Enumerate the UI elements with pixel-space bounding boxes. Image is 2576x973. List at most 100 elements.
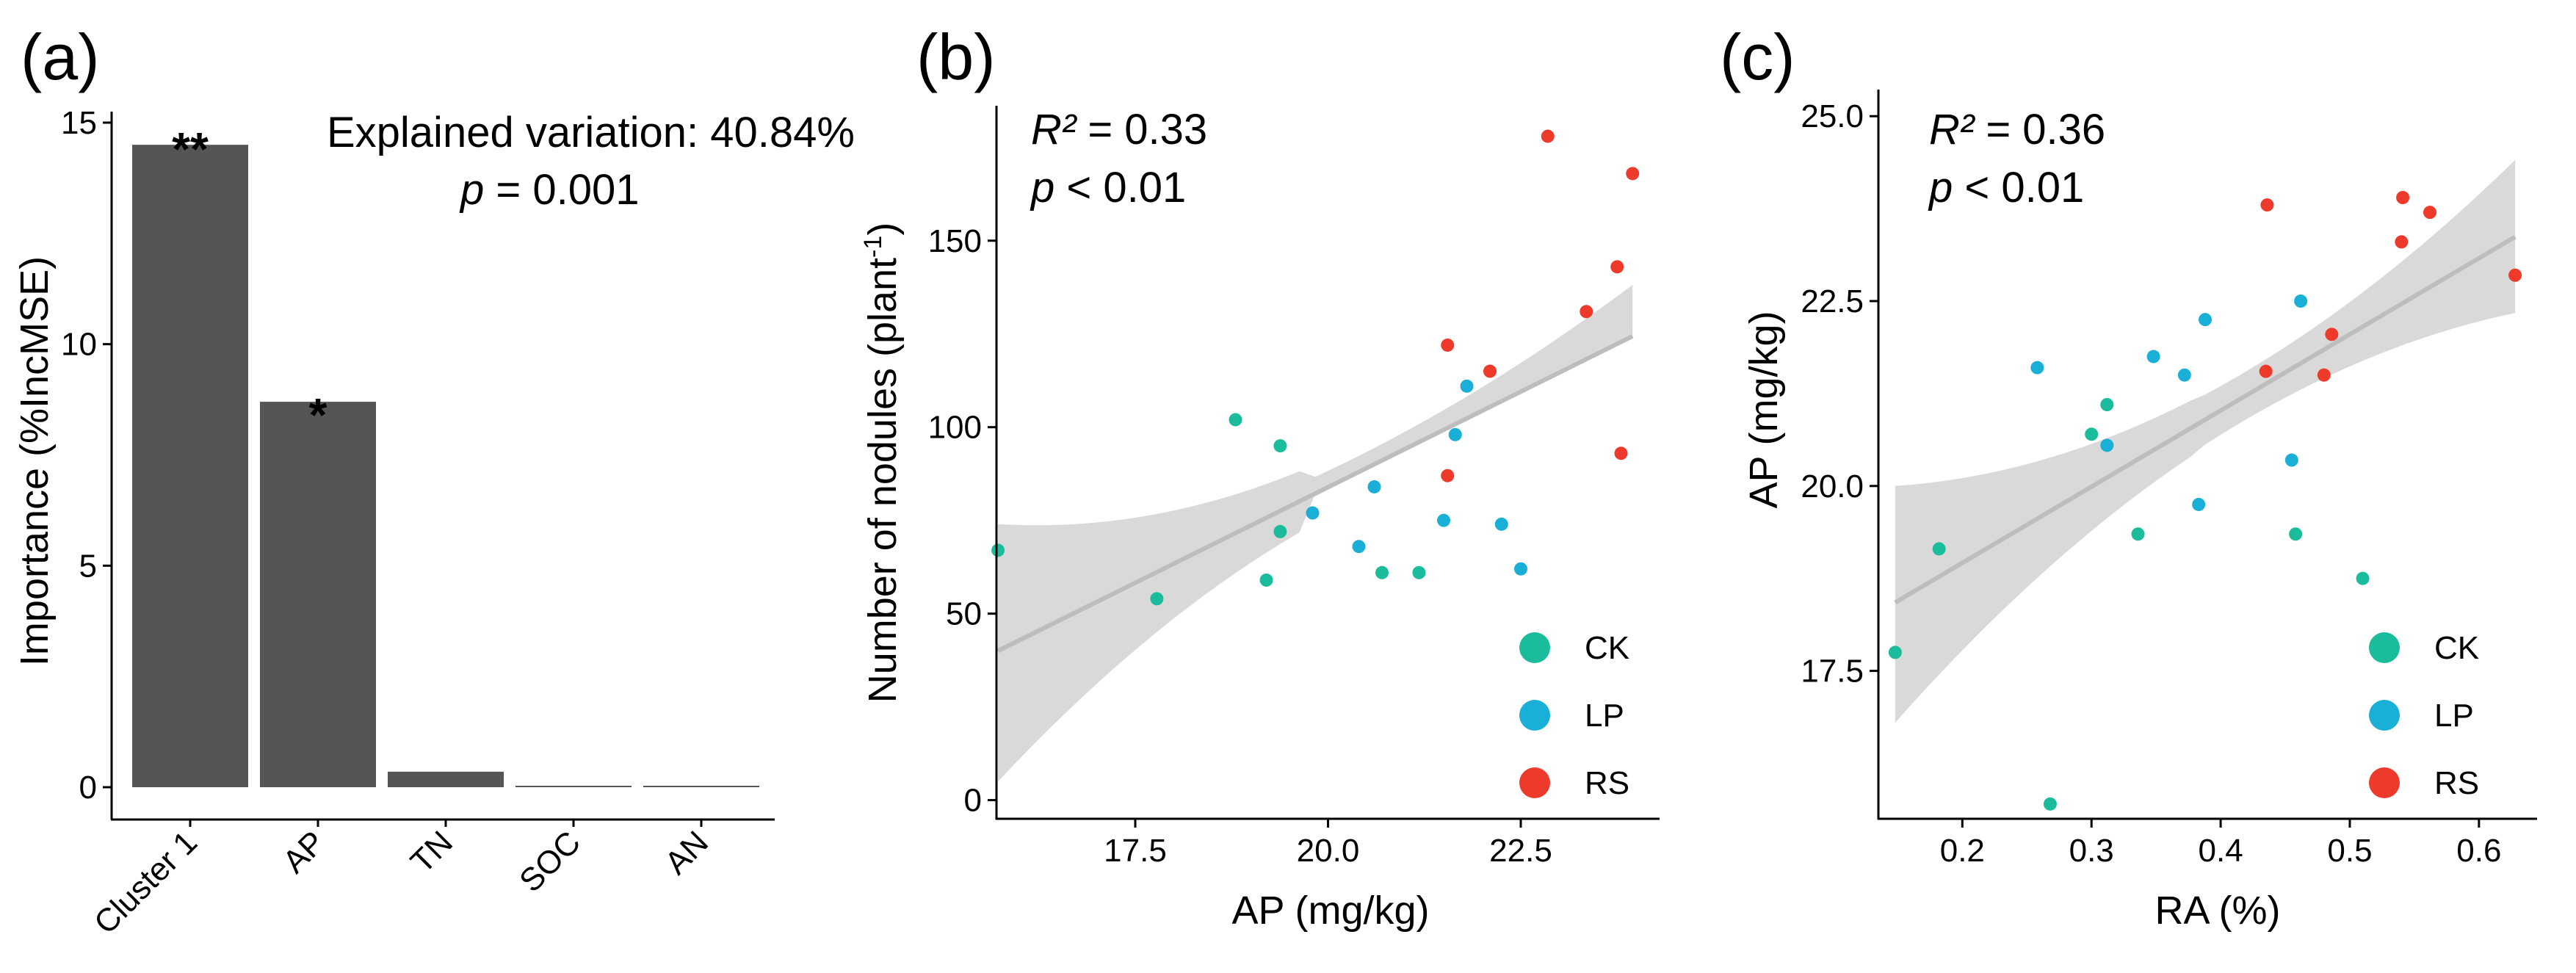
legend-label-lp: LP bbox=[2434, 698, 2474, 734]
y-tick-label: 15 bbox=[61, 105, 97, 141]
x-tick-label: 17.5 bbox=[1104, 833, 1167, 869]
y-tick-label: 100 bbox=[928, 410, 982, 446]
point-rs bbox=[1580, 305, 1593, 319]
point-lp bbox=[2284, 453, 2298, 467]
x-tick-label: 0.6 bbox=[2456, 833, 2501, 869]
point-ck bbox=[2131, 527, 2145, 541]
confidence-band bbox=[998, 284, 1633, 782]
panel-c-label: (c) bbox=[1720, 21, 1795, 93]
y-tick-label: 10 bbox=[61, 327, 97, 363]
panel-a-p-annotation: p = 0.001 bbox=[459, 166, 640, 214]
point-lp bbox=[1352, 540, 1366, 554]
point-ck bbox=[1412, 565, 1426, 579]
legend-key-rs bbox=[2369, 767, 2400, 798]
panel-c-y-axis-title: AP (mg/kg) bbox=[1742, 311, 1786, 508]
point-ck bbox=[2289, 527, 2303, 541]
point-lp bbox=[2294, 294, 2308, 308]
y-title-main: Number of nodules (plant bbox=[861, 258, 905, 703]
panel-b-x-axis-title: AP (mg/kg) bbox=[1231, 889, 1429, 933]
legend-key-ck bbox=[1519, 632, 1550, 663]
point-ck bbox=[1229, 413, 1242, 427]
point-rs bbox=[2423, 206, 2437, 220]
y-tick-label: 20.0 bbox=[1801, 469, 1864, 504]
panel-c-x-axis-title: RA (%) bbox=[2154, 889, 2280, 933]
y-tick-label: 17.5 bbox=[1801, 654, 1864, 690]
panel-c-p-annotation: p < 0.01 bbox=[1928, 164, 2084, 211]
point-lp bbox=[1460, 379, 1474, 393]
legend-label-rs: RS bbox=[1585, 765, 1629, 801]
point-lp bbox=[1306, 506, 1320, 520]
y-tick-label: 0 bbox=[79, 770, 97, 806]
point-ck bbox=[2043, 797, 2057, 811]
point-lp bbox=[2146, 350, 2160, 363]
x-tick-label: 22.5 bbox=[1489, 833, 1552, 869]
point-ck bbox=[2100, 398, 2114, 411]
significance-mark: ** bbox=[172, 123, 209, 176]
point-rs bbox=[1541, 129, 1555, 143]
legend-label-ck: CK bbox=[1585, 630, 1629, 666]
point-ck bbox=[1375, 565, 1389, 579]
point-lp bbox=[2192, 497, 2206, 511]
x-tick-label: Cluster 1 bbox=[87, 824, 204, 941]
x-tick-label: TN bbox=[404, 824, 460, 880]
point-lp bbox=[1367, 480, 1381, 493]
panel-b-nodules-scatter: (b) 17.5 20.0 22.5 0 50 100 150 CK LP RS R² = 0.3… bbox=[859, 21, 1660, 933]
p-value: < 0.01 bbox=[1953, 164, 2084, 211]
panel-b-r2-annotation: R² = 0.33 bbox=[1031, 106, 1207, 153]
y-tick-label: 25.0 bbox=[1801, 98, 1864, 134]
point-ck bbox=[1150, 592, 1164, 606]
y-tick-label: 0 bbox=[964, 783, 982, 819]
legend-key-lp bbox=[1519, 700, 1550, 731]
explained-variation-annotation: Explained variation: 40.84% bbox=[327, 109, 855, 156]
point-rs bbox=[1483, 364, 1497, 378]
point-lp bbox=[2198, 313, 2212, 327]
y-title-superscript: -1 bbox=[859, 236, 887, 258]
point-rs bbox=[1610, 260, 1624, 274]
y-tick-label: 22.5 bbox=[1801, 283, 1864, 319]
p-symbol: p bbox=[1030, 164, 1054, 211]
legend-label-ck: CK bbox=[2434, 630, 2479, 666]
point-lp bbox=[2177, 368, 2191, 382]
point-ck bbox=[1259, 573, 1273, 587]
panel-a-y-axis-title: Importance (%IncMSE) bbox=[12, 256, 57, 666]
point-rs bbox=[1626, 167, 1640, 181]
point-lp bbox=[2030, 361, 2044, 375]
r2-symbol: R² bbox=[1929, 106, 1976, 153]
regression-line bbox=[996, 334, 1634, 653]
r2-symbol: R² bbox=[1031, 106, 1078, 153]
legend-key-lp bbox=[2369, 700, 2400, 731]
point-rs bbox=[1441, 338, 1455, 352]
x-tick-label: SOC bbox=[513, 824, 587, 899]
y-tick-label: 150 bbox=[928, 223, 982, 259]
point-ck bbox=[991, 543, 1005, 557]
legend-key-rs bbox=[1519, 767, 1550, 798]
p-value: < 0.01 bbox=[1054, 164, 1186, 211]
panel-c-r2-annotation: R² = 0.36 bbox=[1929, 106, 2105, 153]
panel-b-label: (b) bbox=[916, 21, 996, 93]
panel-b-p-annotation: p < 0.01 bbox=[1030, 164, 1186, 211]
point-rs bbox=[2395, 235, 2409, 249]
bar-cluster-1 bbox=[132, 145, 248, 787]
y-tick-label: 5 bbox=[79, 548, 97, 584]
confidence-band bbox=[1895, 159, 2516, 723]
x-tick-label: 0.4 bbox=[2199, 833, 2243, 869]
x-tick-label: 0.3 bbox=[2069, 833, 2114, 869]
r2-value: = 0.33 bbox=[1076, 106, 1207, 153]
point-rs bbox=[2325, 328, 2339, 341]
legend-label-lp: LP bbox=[1585, 698, 1624, 734]
point-rs bbox=[2260, 198, 2274, 212]
bar-an bbox=[643, 786, 759, 787]
point-rs bbox=[1441, 469, 1455, 482]
legend-label-rs: RS bbox=[2434, 765, 2479, 801]
panel-c-ap-scatter: (c) 0.2 0.3 0.4 0.5 0.6 17.5 20.0 22.5 25.0 CK LP R… bbox=[1720, 21, 2537, 933]
y-title-end: ) bbox=[861, 223, 905, 236]
r2-value: = 0.36 bbox=[1974, 106, 2105, 153]
point-ck bbox=[1273, 524, 1287, 538]
point-ck bbox=[1273, 439, 1287, 453]
x-tick-label: AN bbox=[658, 824, 715, 881]
p-symbol: p bbox=[459, 166, 484, 214]
significance-mark: * bbox=[309, 388, 328, 441]
x-tick-label: 0.2 bbox=[1940, 833, 1985, 869]
point-rs bbox=[2259, 364, 2273, 378]
